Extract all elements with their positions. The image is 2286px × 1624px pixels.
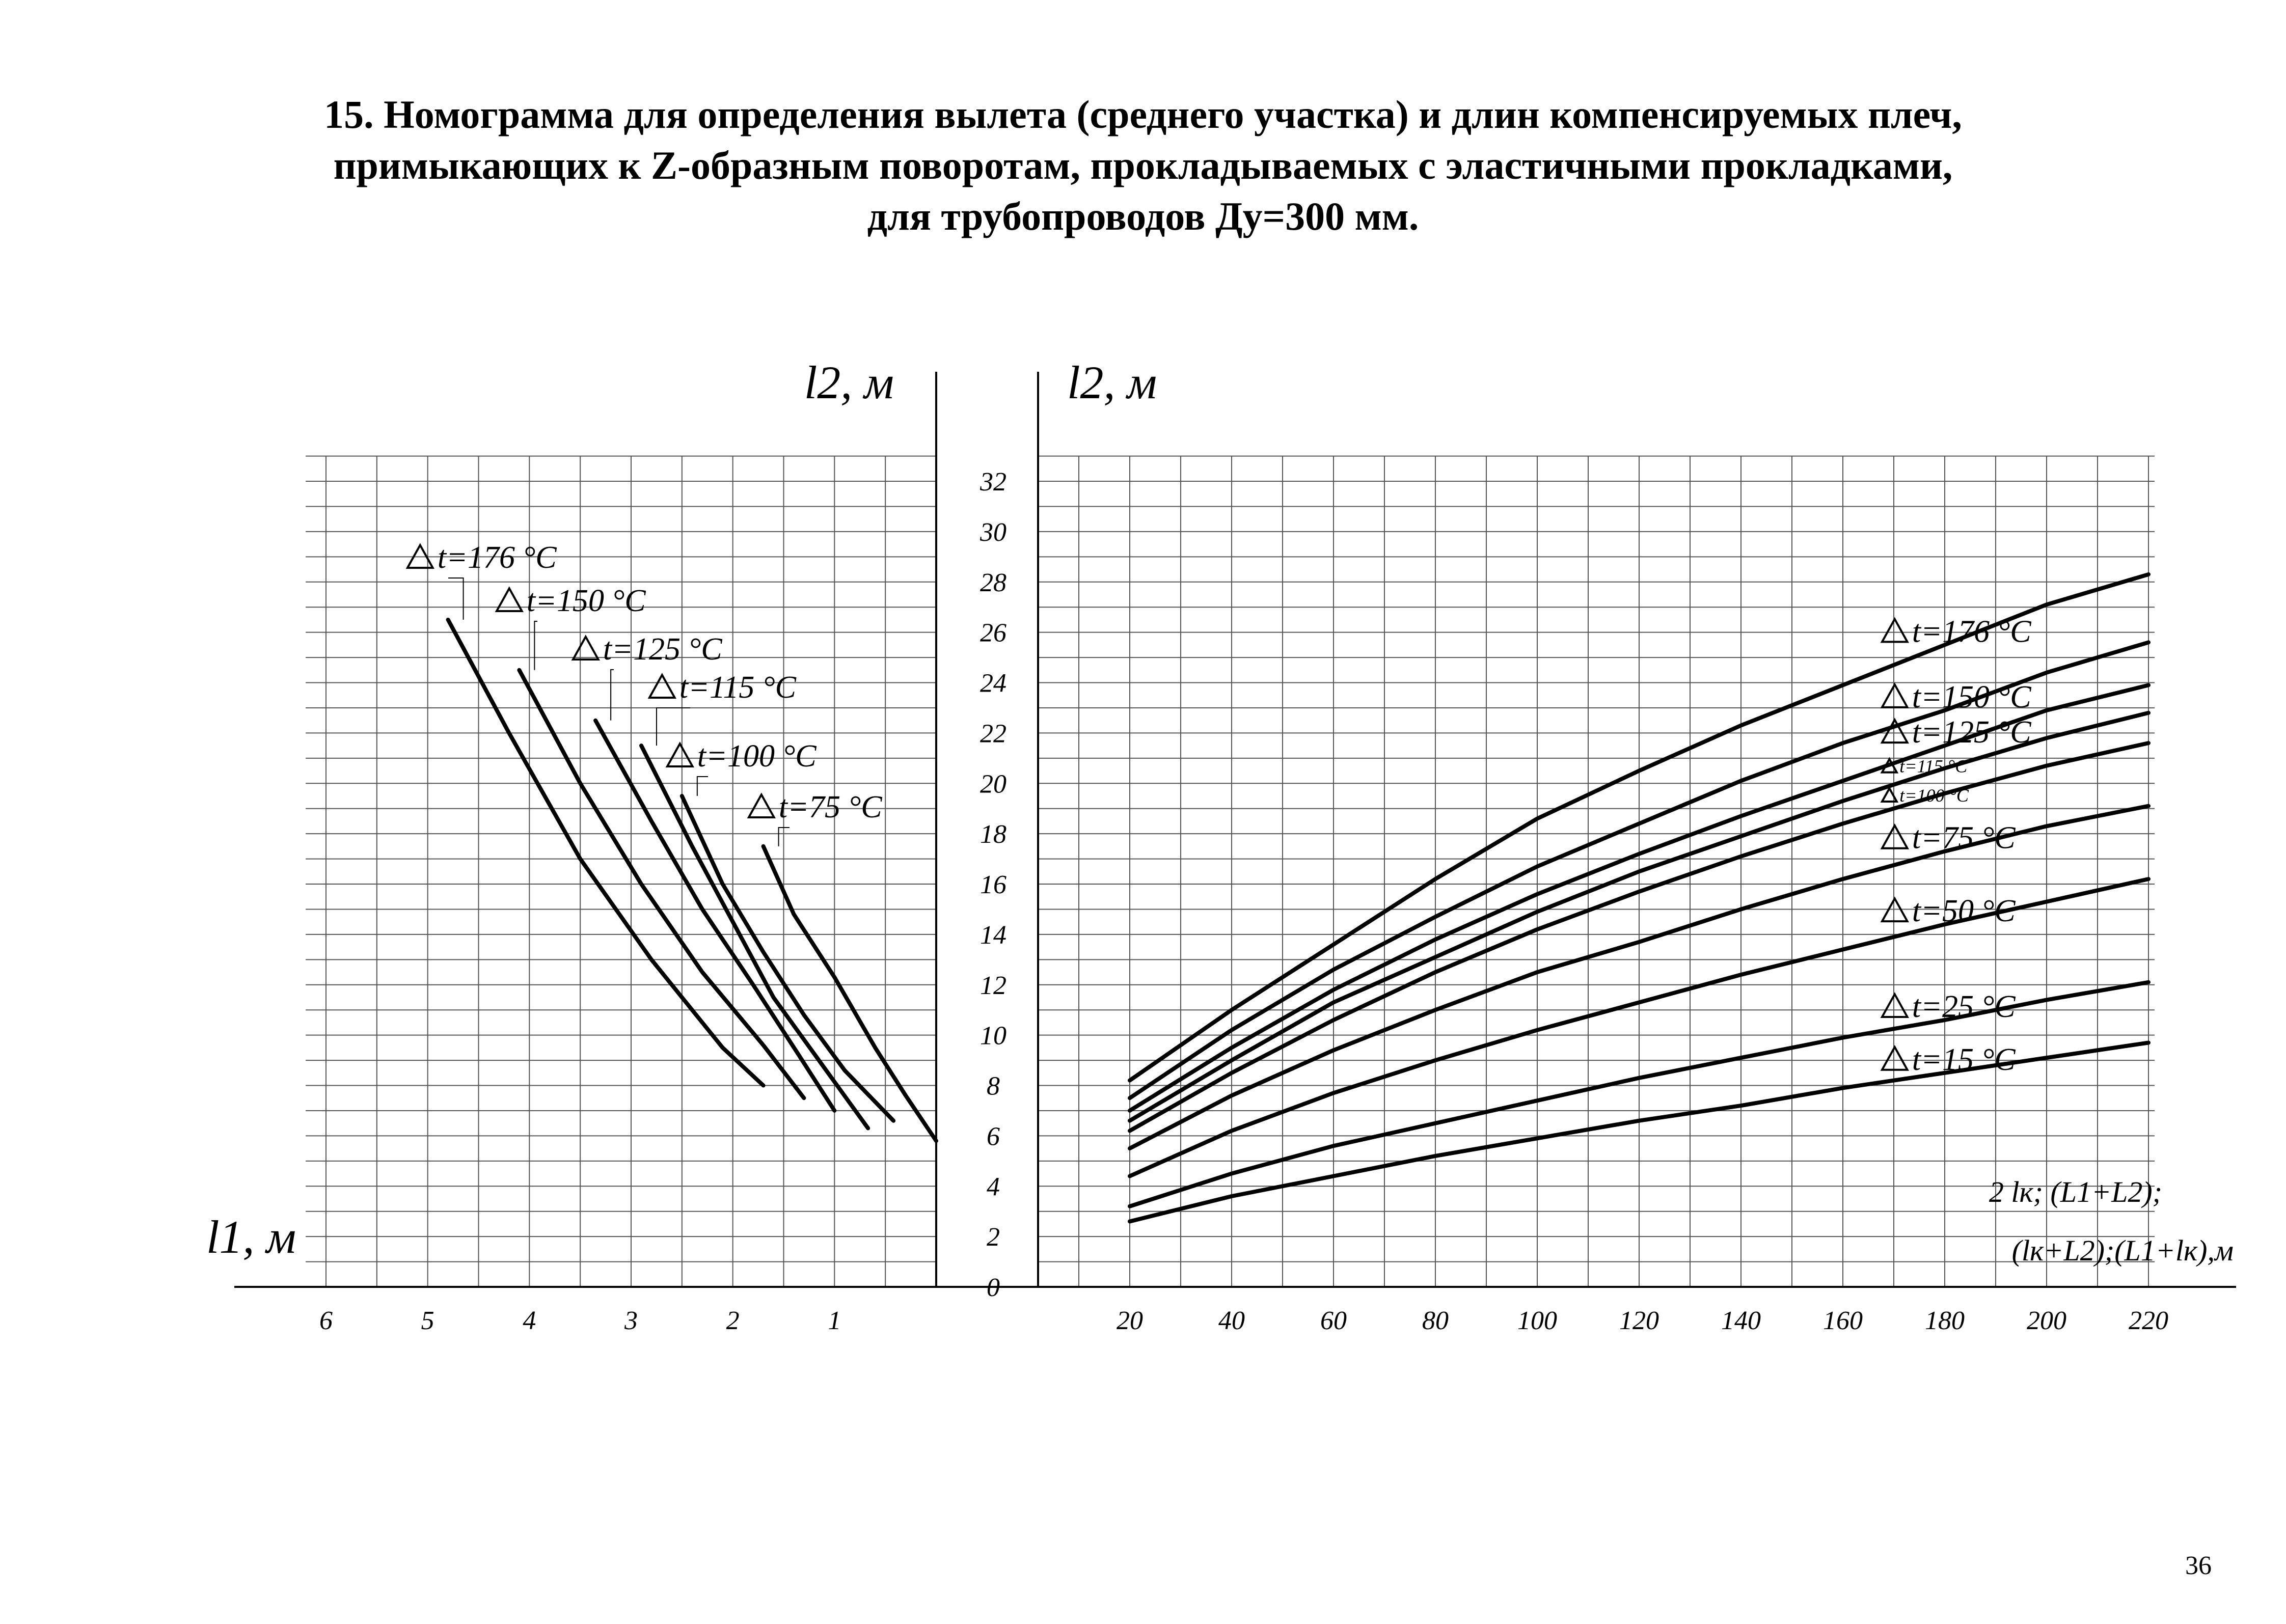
- right-series-curve: [1128, 980, 2151, 1208]
- right-label-triangle-icon: [1880, 617, 1909, 643]
- y-tick-label: 10: [980, 1022, 1006, 1051]
- right-series-curve: [1128, 710, 2151, 1123]
- right-series-label: t=15 °C: [1912, 1042, 2016, 1077]
- right-x-tick-label: 180: [1925, 1306, 1965, 1335]
- y-tick-label: 12: [980, 971, 1006, 1000]
- left-series-curve: [446, 617, 766, 1088]
- left-series-curve: [761, 844, 938, 1143]
- left-x-axis-label: l1, м: [206, 1211, 296, 1263]
- left-x-tick-label: 3: [624, 1306, 638, 1335]
- left-label-triangle-icon: [647, 673, 676, 699]
- left-label-leader-line: [656, 707, 690, 746]
- left-label-triangle-icon: [571, 635, 600, 660]
- y-tick-label: 20: [980, 769, 1006, 799]
- y-tick-label: 24: [980, 669, 1006, 698]
- right-label-triangle-icon: [1880, 992, 1909, 1018]
- page-number: 36: [2185, 1551, 2212, 1580]
- y-tick-label: 26: [980, 619, 1006, 648]
- right-x-axis-label-line-2: (lк+L2);(L1+lк),м: [2012, 1234, 2234, 1267]
- right-series-label: t=100 °C: [1899, 785, 1969, 806]
- right-x-tick-label: 160: [1823, 1306, 1863, 1335]
- left-series-label: t=100 °C: [697, 739, 817, 774]
- left-label-leader-line: [696, 776, 708, 796]
- y-tick-label: 32: [979, 467, 1006, 497]
- right-series-label: t=176 °C: [1912, 614, 2031, 649]
- left-label-triangle-icon: [495, 586, 524, 612]
- left-y-axis-label: l2, м: [804, 356, 894, 408]
- right-series-label: t=50 °C: [1912, 894, 2016, 928]
- right-series-curve: [1128, 683, 2151, 1113]
- left-series-label: t=75 °C: [779, 790, 882, 824]
- right-label-triangle-icon: [1880, 896, 1909, 923]
- right-label-triangle-icon: [1880, 823, 1909, 849]
- right-series-curve: [1128, 804, 2151, 1151]
- left-x-tick-label: 6: [319, 1306, 333, 1335]
- right-x-tick-label: 120: [1619, 1306, 1659, 1335]
- y-tick-label: 8: [987, 1072, 1000, 1101]
- right-series-curve: [1128, 572, 2151, 1083]
- left-label-triangle-icon: [747, 792, 776, 818]
- right-x-tick-label: 20: [1117, 1306, 1143, 1335]
- left-label-triangle-icon: [665, 741, 694, 767]
- right-x-tick-label: 80: [1422, 1306, 1449, 1335]
- y-tick-label: 6: [987, 1122, 1000, 1151]
- right-label-triangle-icon: [1880, 718, 1909, 744]
- y-tick-label: 4: [987, 1172, 1000, 1201]
- left-x-tick-label: 4: [523, 1306, 536, 1335]
- right-series-curve: [1128, 741, 2151, 1133]
- right-series-curve: [1128, 1040, 2151, 1224]
- right-series-label: t=150 °C: [1912, 680, 2031, 714]
- y-tick-label: 30: [979, 518, 1006, 547]
- left-series-curve: [639, 744, 870, 1131]
- y-tick-label: 2: [987, 1223, 1000, 1252]
- right-series-label: t=115 °C: [1899, 756, 1968, 777]
- left-series-label: t=150 °C: [527, 584, 646, 618]
- left-label-leader-line: [778, 827, 790, 846]
- left-x-tick-label: 2: [726, 1306, 740, 1335]
- right-y-axis-label: l2, м: [1067, 356, 1157, 408]
- title-line-1: 15. Номограмма для определения вылета (с…: [324, 92, 1962, 136]
- right-series-label: t=75 °C: [1912, 821, 2016, 856]
- chart-title: 15. Номограмма для определения вылета (с…: [0, 89, 2286, 242]
- right-x-tick-label: 60: [1320, 1306, 1347, 1335]
- left-label-leader-line: [534, 621, 537, 670]
- left-series-label: t=176 °C: [438, 540, 557, 575]
- title-line-2: примыкающих к Z-образным поворотам, прок…: [333, 143, 1953, 187]
- right-x-tick-label: 100: [1517, 1306, 1557, 1335]
- left-series-label: t=115 °C: [679, 670, 797, 705]
- right-label-triangle-icon: [1880, 1045, 1909, 1071]
- title-line-3: для трубопроводов Ду=300 мм.: [867, 194, 1419, 238]
- right-series-curve: [1128, 640, 2151, 1100]
- y-tick-label: 0: [987, 1273, 1000, 1302]
- right-label-triangle-icon: [1880, 682, 1909, 708]
- left-x-tick-label: 5: [421, 1306, 434, 1335]
- right-label-triangle-icon: [1880, 757, 1899, 774]
- right-label-triangle-icon: [1880, 786, 1899, 803]
- left-x-tick-label: 1: [828, 1306, 841, 1335]
- y-tick-label: 18: [980, 820, 1006, 849]
- right-series-curve: [1128, 877, 2151, 1178]
- y-tick-label: 14: [980, 921, 1006, 950]
- left-series-curve: [593, 718, 837, 1113]
- left-series-curve: [679, 794, 896, 1123]
- right-x-tick-label: 40: [1218, 1306, 1245, 1335]
- y-tick-label: 22: [980, 719, 1006, 748]
- left-series-label: t=125 °C: [603, 632, 722, 667]
- right-x-axis-label-line-1: 2 lк; (L1+L2);: [1989, 1175, 2162, 1208]
- left-label-leader-line: [610, 669, 614, 721]
- left-label-triangle-icon: [405, 543, 434, 569]
- right-x-tick-label: 220: [2129, 1306, 2168, 1335]
- left-series-curve: [517, 668, 806, 1100]
- left-label-leader-line: [448, 577, 464, 620]
- y-tick-label: 28: [980, 568, 1006, 597]
- y-tick-label: 16: [980, 870, 1006, 899]
- right-x-tick-label: 200: [2027, 1306, 2066, 1335]
- right-x-tick-label: 140: [1721, 1306, 1761, 1335]
- right-series-label: t=125 °C: [1912, 715, 2031, 750]
- right-series-label: t=25 °C: [1912, 989, 2016, 1024]
